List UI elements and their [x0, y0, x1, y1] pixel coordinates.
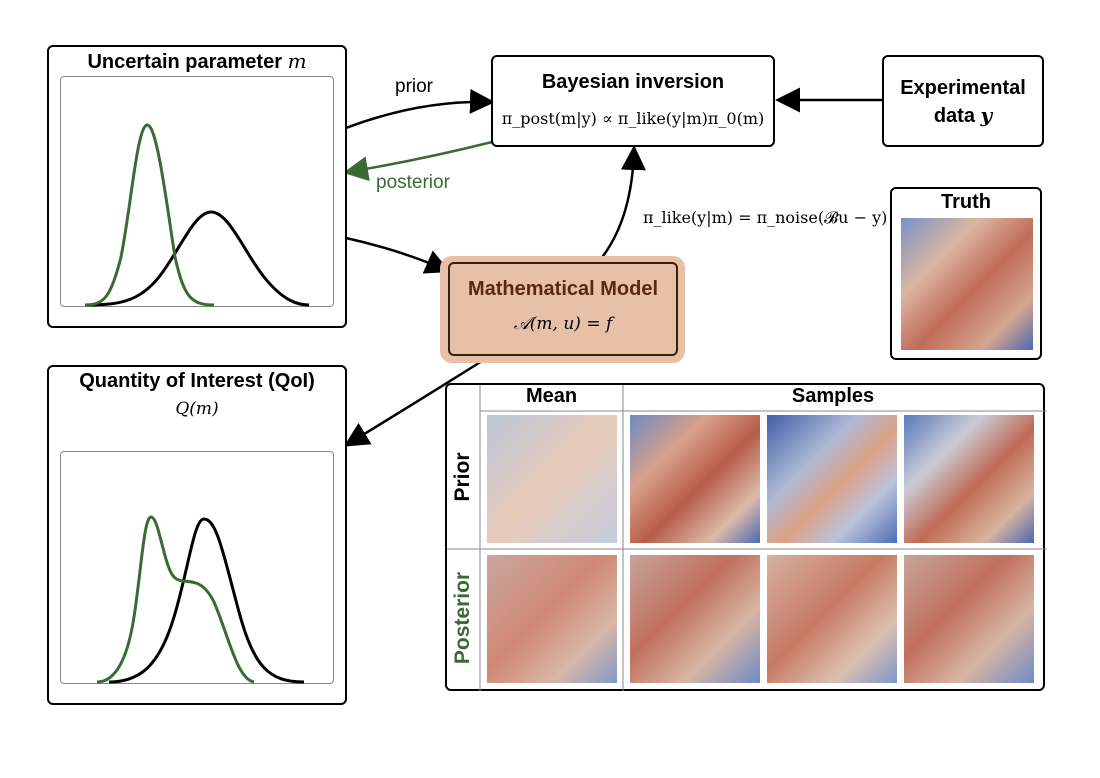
qoi-curves — [96, 515, 305, 684]
qoi-density-plot — [60, 451, 334, 684]
param-to-model-arrow — [345, 236, 451, 274]
posterior-sample-1 — [630, 555, 760, 683]
posterior-mean-field — [487, 555, 617, 683]
experimental-title-line1: Experimental — [900, 77, 1026, 99]
bayesian-inversion-box: Bayesian inversion π_post(m|y) ∝ π_like(… — [491, 55, 775, 147]
posterior-sample-2 — [767, 555, 897, 683]
prior-mean-field — [487, 415, 617, 543]
grid-lines — [447, 385, 1047, 691]
posterior-label: posterior — [376, 172, 450, 193]
prior-sample-2 — [767, 415, 897, 543]
row-label-prior: Prior — [451, 452, 474, 502]
prior-sample-1 — [630, 415, 760, 543]
mean-samples-grid: Mean Samples Prior Posterior — [445, 383, 1047, 691]
model-to-bayes-arrow — [599, 145, 646, 261]
truth-title: Truth — [941, 191, 991, 213]
prior-label: prior — [395, 76, 434, 97]
experimental-data-box: Experimental data y — [882, 55, 1044, 147]
uncertain-parameter-title: Uncertain parameter m — [87, 49, 307, 73]
posterior-density-curve — [84, 123, 215, 307]
qoi-symbol: Q(m) — [175, 399, 219, 419]
qoi-prior-curve — [108, 517, 305, 684]
row-label-posterior: Posterior — [451, 571, 474, 665]
model-equation: 𝒜(m, u) = f — [513, 314, 613, 334]
qoi-posterior-curve — [96, 515, 255, 684]
parameter-density-plot — [60, 76, 334, 307]
experimental-title-line2: data y — [933, 103, 993, 127]
uncertain-parameter-box: Uncertain parameter m — [47, 45, 347, 328]
posterior-sample-3 — [904, 555, 1034, 683]
parameter-curves — [84, 123, 310, 307]
model-to-qoi-arrow — [343, 354, 491, 447]
likelihood-label: π_like(y|m) = π_noise(𝓑u − y) — [643, 208, 888, 227]
bayesian-formula: π_post(m|y) ∝ π_like(y|m)π_0(m) — [501, 109, 765, 128]
prior-sample-3 — [904, 415, 1034, 543]
qoi-title: Quantity of Interest (QoI) — [79, 370, 315, 392]
truth-field — [901, 218, 1033, 350]
truth-box: Truth — [890, 187, 1042, 360]
bayesian-title: Bayesian inversion — [541, 71, 725, 93]
posterior-arrow — [343, 140, 493, 182]
model-title: Mathematical Model — [467, 278, 659, 300]
prior-density-curve — [84, 210, 310, 307]
mean-header: Mean — [525, 385, 578, 407]
qoi-box: Quantity of Interest (QoI) Q(m) — [47, 365, 347, 705]
samples-header: Samples — [791, 385, 875, 407]
mathematical-model-box: Mathematical Model 𝒜(m, u) = f — [448, 262, 678, 356]
prior-arrow — [345, 88, 495, 130]
